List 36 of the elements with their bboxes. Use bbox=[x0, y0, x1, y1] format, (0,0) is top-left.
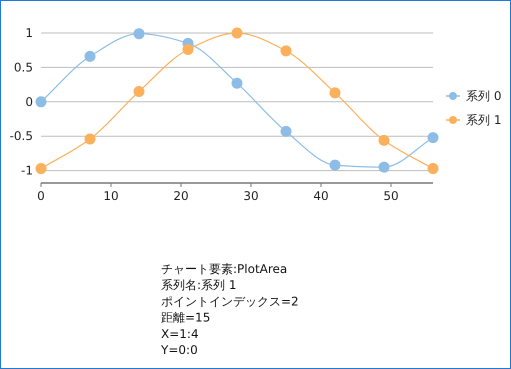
text: 系列名:系列 1 bbox=[161, 278, 236, 292]
x-tick-label: 0 bbox=[37, 189, 45, 203]
point bbox=[280, 45, 292, 56]
text: X=1:4 bbox=[161, 326, 199, 341]
point bbox=[378, 134, 390, 146]
x-tick-label: 20 bbox=[173, 189, 189, 203]
point bbox=[134, 86, 144, 97]
y-tick-label: -0.5 bbox=[10, 129, 33, 144]
text: チャート要素:PlotArea bbox=[161, 262, 288, 276]
point bbox=[428, 132, 438, 144]
text: ポイントインデックス=2 bbox=[161, 294, 299, 308]
point bbox=[280, 126, 292, 137]
y-tick-label: 0.5 bbox=[14, 60, 33, 74]
point bbox=[330, 87, 340, 98]
point bbox=[84, 50, 96, 62]
point bbox=[36, 163, 46, 174]
point bbox=[428, 163, 438, 174]
point bbox=[182, 44, 194, 56]
point bbox=[378, 162, 390, 173]
point bbox=[232, 78, 242, 89]
x-tick-label: 10 bbox=[103, 189, 119, 203]
point bbox=[232, 28, 242, 38]
point bbox=[36, 96, 46, 108]
point bbox=[84, 133, 96, 144]
x-tick-label: 40 bbox=[313, 189, 329, 203]
text: Y=0:0 bbox=[160, 343, 198, 357]
y-tick-label: 1 bbox=[25, 26, 33, 40]
point bbox=[134, 28, 144, 40]
text: 距離=15 bbox=[161, 310, 210, 325]
legend-label: 系列 0 bbox=[466, 89, 502, 103]
x-tick-label: 30 bbox=[243, 189, 259, 203]
x-tick-label: 50 bbox=[383, 189, 399, 203]
y-tick-label: 0 bbox=[25, 94, 33, 109]
legend-label: 系列 1 bbox=[466, 113, 502, 127]
y-tick-label: -1 bbox=[21, 164, 33, 178]
point bbox=[330, 160, 340, 171]
